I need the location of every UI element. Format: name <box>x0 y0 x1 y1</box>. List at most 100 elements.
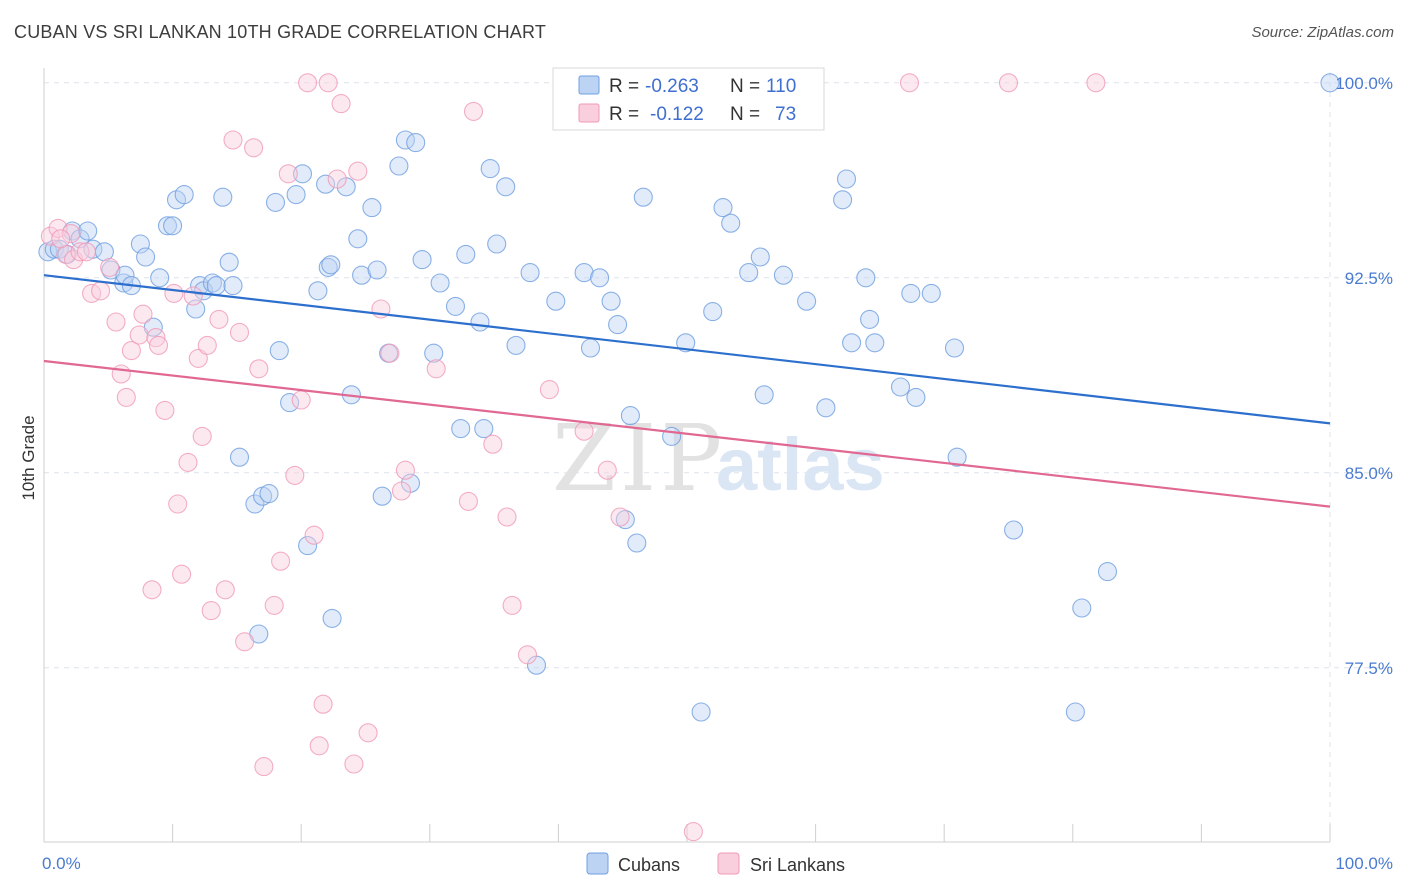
point-srilankans-32 <box>235 632 255 652</box>
point-srilankans-64 <box>574 421 594 441</box>
point-srilankans-50 <box>358 723 378 743</box>
point-srilankans-54 <box>395 460 415 480</box>
legend-n-label-cubans: N = <box>730 76 760 97</box>
point-cubans-102 <box>944 338 965 358</box>
point-srilankans-38 <box>278 164 298 184</box>
point-cubans-87 <box>750 247 770 267</box>
series-legend: Cubans Sri Lankans <box>586 852 845 875</box>
point-cubans-94 <box>842 333 862 353</box>
point-srilankans-40 <box>291 390 311 410</box>
point-cubans-104 <box>1004 520 1024 540</box>
legend-r-value-cubans: -0.263 <box>645 76 699 97</box>
point-cubans-92 <box>833 190 853 210</box>
point-cubans-18 <box>163 216 183 236</box>
point-srilankans-17 <box>148 335 169 355</box>
bottom-legend-cubans: Cubans <box>618 855 680 875</box>
point-cubans-89 <box>773 265 793 285</box>
point-cubans-71 <box>574 263 594 283</box>
point-srilankans-49 <box>348 161 368 181</box>
point-cubans-101 <box>921 283 941 303</box>
point-srilankans-28 <box>209 309 229 329</box>
point-srilankans-72 <box>51 229 71 249</box>
point-srilankans-69 <box>998 73 1019 93</box>
point-srilankans-11 <box>116 387 136 407</box>
point-srilankans-4 <box>70 242 90 262</box>
point-srilankans-34 <box>249 359 269 379</box>
point-srilankans-57 <box>463 101 484 121</box>
point-srilankans-53 <box>391 481 412 501</box>
point-srilankans-62 <box>539 380 559 400</box>
point-srilankans-20 <box>168 494 188 514</box>
point-srilankans-27 <box>201 601 221 621</box>
trendline-srilankans <box>43 359 1331 508</box>
point-srilankans-8 <box>100 257 120 277</box>
point-srilankans-29 <box>215 580 235 600</box>
y-tick-label-0: 77.5% <box>1345 659 1393 678</box>
point-srilankans-31 <box>229 322 250 342</box>
point-cubans-56 <box>412 250 432 270</box>
point-cubans-33 <box>259 484 279 504</box>
point-srilankans-33 <box>244 138 264 158</box>
point-cubans-108 <box>1320 73 1340 93</box>
point-cubans-35 <box>269 341 289 361</box>
point-cubans-83 <box>703 302 723 322</box>
point-cubans-49 <box>367 260 387 280</box>
point-cubans-48 <box>362 198 382 218</box>
point-cubans-41 <box>316 174 336 194</box>
point-srilankans-71 <box>61 224 81 244</box>
x-tick-label-0: 0.0% <box>42 854 81 873</box>
legend-n-value-cubans: 110 <box>766 76 796 97</box>
point-srilankans-58 <box>483 434 503 454</box>
legend-r-label-cubans: R = <box>609 76 639 97</box>
point-cubans-61 <box>456 244 476 264</box>
chart-source: Source: ZipAtlas.com <box>1251 24 1394 41</box>
point-srilankans-45 <box>318 73 338 93</box>
legend-swatch-srilankans <box>578 103 600 123</box>
point-cubans-109 <box>321 255 341 275</box>
point-srilankans-41 <box>298 73 318 93</box>
point-srilankans-60 <box>502 595 522 615</box>
point-cubans-58 <box>430 273 450 293</box>
legend-n-value-srilankans: 73 <box>775 104 796 125</box>
point-cubans-57 <box>424 343 444 363</box>
point-cubans-59 <box>445 296 466 316</box>
point-srilankans-22 <box>178 452 198 472</box>
point-cubans-65 <box>487 234 507 254</box>
point-srilankans-68 <box>899 73 920 93</box>
point-cubans-81 <box>676 333 696 353</box>
point-cubans-77 <box>620 406 640 426</box>
point-srilankans-30 <box>223 130 243 150</box>
axes <box>43 68 1331 843</box>
y-tick-labels: 77.5% 85.0% 92.5% 100.0% <box>1335 74 1393 678</box>
point-srilankans-13 <box>129 325 149 345</box>
y-tick-label-2: 92.5% <box>1345 269 1393 288</box>
trendline-cubans <box>43 274 1331 425</box>
point-cubans-39 <box>298 536 318 556</box>
point-cubans-26 <box>213 187 233 207</box>
point-cubans-27 <box>219 252 239 272</box>
point-cubans-17 <box>157 216 178 236</box>
point-srilankans-10 <box>111 364 131 384</box>
point-cubans-75 <box>608 315 628 335</box>
point-cubans-37 <box>286 185 306 205</box>
point-srilankans-55 <box>426 359 446 379</box>
point-srilankans-39 <box>285 465 305 485</box>
series-cubans-points <box>38 73 1340 722</box>
point-srilankans-37 <box>271 551 291 571</box>
trendlines <box>43 274 1331 508</box>
point-cubans-72 <box>580 338 601 358</box>
point-cubans-86 <box>739 263 759 283</box>
point-srilankans-9 <box>106 312 126 332</box>
point-cubans-95 <box>856 268 876 288</box>
point-cubans-64 <box>480 159 500 179</box>
point-cubans-29 <box>229 447 250 467</box>
point-cubans-30 <box>245 494 265 514</box>
point-srilankans-61 <box>517 645 538 665</box>
point-cubans-67 <box>506 335 526 355</box>
point-cubans-97 <box>865 333 885 353</box>
point-cubans-84 <box>713 198 733 218</box>
point-cubans-62 <box>470 312 490 332</box>
x-tick-labels: 0.0% 100.0% <box>42 854 1393 873</box>
legend-n-label-srilankans: N = <box>730 104 760 125</box>
